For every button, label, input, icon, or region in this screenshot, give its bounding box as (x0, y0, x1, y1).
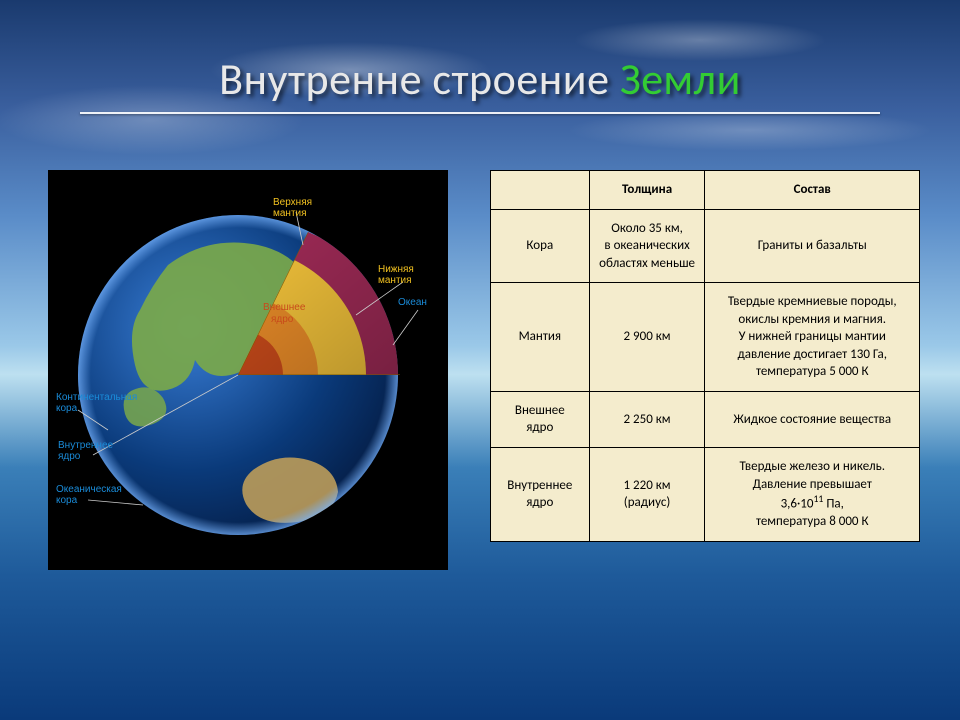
cell-layer-name: Внутреннееядро (491, 448, 590, 542)
table-row: Внутреннееядро1 220 км(радиус)Твердые же… (491, 448, 920, 542)
label-ocean: Океан (398, 297, 427, 308)
title-underline (80, 112, 880, 114)
label-lower-mantle: Нижняя (378, 264, 414, 275)
cell-layer-name: Мантия (491, 283, 590, 392)
col-header-thickness: Толщина (589, 171, 705, 210)
cell-thickness: 1 220 км(радиус) (589, 448, 705, 542)
label-oceanic-crust-2: кора (56, 495, 78, 506)
earth-svg: Верхняя мантия Нижняя мантия Океан Внешн… (48, 170, 448, 570)
label-lower-mantle-2: мантия (378, 275, 412, 286)
title-part2: Земли (620, 52, 741, 106)
slide-title: Внутренне строение Земли (0, 52, 960, 106)
col-header-composition: Состав (705, 171, 920, 210)
col-header-empty (491, 171, 590, 210)
label-upper-mantle-2: мантия (273, 208, 307, 219)
label-continental-crust-2: кора (56, 403, 78, 414)
label-upper-mantle: Верхняя (273, 197, 312, 208)
label-continental-crust-1: Континентальная (56, 392, 137, 403)
table-row: Мантия2 900 кмТвердые кремниевые породы,… (491, 283, 920, 392)
label-outer-core-2: ядро (271, 314, 294, 325)
title-part1: Внутренне строение (219, 52, 620, 106)
label-inner-core-1: Внутреннее (58, 440, 114, 451)
cell-composition: Твердые кремниевые породы,окислы кремния… (705, 283, 920, 392)
cell-layer-name: Внешнееядро (491, 391, 590, 447)
cell-thickness: 2 900 км (589, 283, 705, 392)
cell-composition: Граниты и базальты (705, 209, 920, 283)
cell-thickness: 2 250 км (589, 391, 705, 447)
label-outer-core-1: Внешнее (263, 302, 306, 313)
earth-cutaway-diagram: Верхняя мантия Нижняя мантия Океан Внешн… (48, 170, 448, 570)
table-header-row: Толщина Состав (491, 171, 920, 210)
earth-layers-table: Толщина Состав КораОколо 35 км,в океанич… (490, 170, 920, 542)
cell-composition: Жидкое состояние вещества (705, 391, 920, 447)
label-oceanic-crust-1: Океаническая (56, 484, 122, 495)
cell-thickness: Около 35 км,в океаническихобластях меньш… (589, 209, 705, 283)
table-row: Внешнееядро2 250 кмЖидкое состояние веще… (491, 391, 920, 447)
cell-composition: Твердые железо и никель.Давление превыша… (705, 448, 920, 542)
label-inner-core-2: ядро (58, 451, 81, 462)
layer-table: Толщина Состав КораОколо 35 км,в океанич… (490, 170, 920, 542)
table-row: КораОколо 35 км,в океаническихобластях м… (491, 209, 920, 283)
cell-layer-name: Кора (491, 209, 590, 283)
